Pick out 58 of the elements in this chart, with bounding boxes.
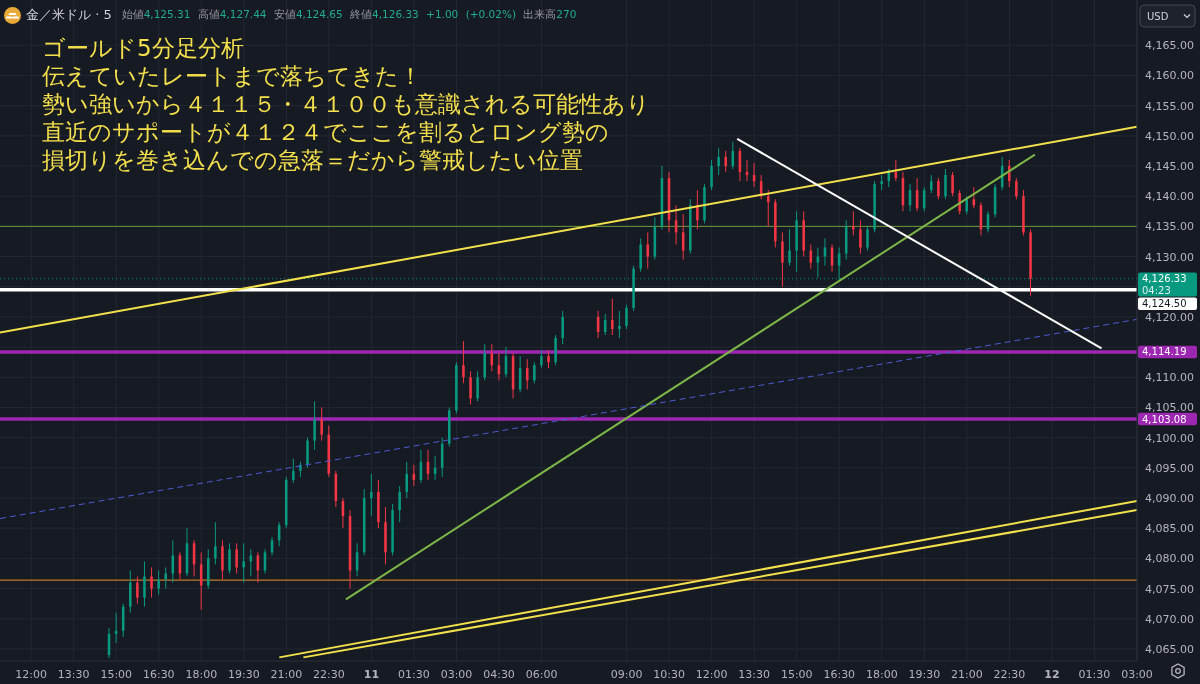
x-tick-label: 19:30 xyxy=(227,668,260,681)
y-tick-label: 4,095.00 xyxy=(1145,461,1194,475)
annotation: 伝えていたレートまで落ちてきた！ xyxy=(42,62,423,90)
x-tick-label: 06:00 xyxy=(525,668,558,681)
y-tick-label: 4,100.00 xyxy=(1145,431,1194,445)
y-tick-label: 4,090.00 xyxy=(1145,492,1194,506)
y-tick-label: 4,135.00 xyxy=(1145,220,1194,234)
y-tick-label: 4,085.00 xyxy=(1145,522,1194,536)
ref-line-label: 4,103.08 xyxy=(1142,413,1187,425)
x-tick-label: 11 xyxy=(363,668,380,681)
x-tick-label: 21:00 xyxy=(270,668,303,681)
ref-line-label: 4,126.33 xyxy=(1142,273,1187,285)
y-tick-label: 4,110.00 xyxy=(1145,371,1194,385)
x-tick-label: 04:30 xyxy=(483,668,515,681)
y-tick-label: 4,150.00 xyxy=(1145,129,1194,143)
x-tick-label: 12:00 xyxy=(695,668,728,681)
y-tick-label: 4,155.00 xyxy=(1145,99,1194,113)
x-tick-label: 12:00 xyxy=(15,668,48,681)
text: ゴールド5分足分析 xyxy=(42,34,245,62)
x-tick-label: 15:00 xyxy=(100,668,133,681)
x-tick-label: 22:30 xyxy=(993,668,1026,681)
y-tick-label: 4,130.00 xyxy=(1145,250,1194,264)
y-tick-label: 4,075.00 xyxy=(1145,582,1194,596)
x-tick-label: 16:30 xyxy=(823,668,856,681)
x-tick-label: 03:00 xyxy=(440,668,473,681)
x-tick-label: 01:30 xyxy=(398,668,430,681)
y-tick-label: 4,080.00 xyxy=(1145,552,1194,566)
annotation: 損切りを巻き込んでの急落＝だから警戒したい位置 xyxy=(42,146,584,174)
x-tick-label: 15:00 xyxy=(780,668,813,681)
ref-line-label: 4,114.19 xyxy=(1142,346,1187,358)
x-tick-label: 13:30 xyxy=(57,668,90,681)
annotation: 直近のサポートが４１２４でここを割るとロング勢の xyxy=(42,118,610,146)
x-tick-label: 10:30 xyxy=(653,668,686,681)
y-tick-label: 4,160.00 xyxy=(1145,69,1194,83)
x-tick-label: 18:00 xyxy=(185,668,218,681)
y-tick-label: 4,120.00 xyxy=(1145,310,1194,324)
y-tick-label: 4,140.00 xyxy=(1145,190,1194,204)
y-tick-label: 4,070.00 xyxy=(1145,612,1194,626)
text: 04:23 xyxy=(1142,284,1171,296)
x-tick-label: 22:30 xyxy=(313,668,345,681)
y-tick-label: 4,145.00 xyxy=(1145,160,1194,173)
x-tick-label: 19:30 xyxy=(908,668,941,681)
text: 始値4,125.31 高値4,127.44 安値4,124.65 終値4,126.33 +1.00 (+0.02%) 出来高270 xyxy=(121,8,577,20)
x-tick-label: 09:00 xyxy=(610,668,643,681)
x-tick-label: 03:00 xyxy=(1121,668,1153,681)
y-tick-label: 4,165.00 xyxy=(1145,39,1194,53)
x-tick-label: 16:30 xyxy=(142,668,175,681)
x-tick-label: 21:00 xyxy=(951,668,983,681)
y-tick-label: 4,065.00 xyxy=(1145,642,1194,656)
x-tick-label: 13:30 xyxy=(738,668,771,681)
ref-line-label: 4,124.50 xyxy=(1142,298,1187,310)
y-tick-label: 4,105.00 xyxy=(1145,401,1194,415)
x-tick-label: 18:00 xyxy=(865,668,898,681)
annotation: 勢い強いから４１１５・４１００も意識される可能性あり xyxy=(42,90,650,118)
x-tick-label: 12 xyxy=(1044,668,1060,681)
text: USD xyxy=(1147,11,1169,22)
text: 金／米ドル · 5 xyxy=(26,6,112,24)
x-tick-label: 01:30 xyxy=(1078,668,1111,681)
